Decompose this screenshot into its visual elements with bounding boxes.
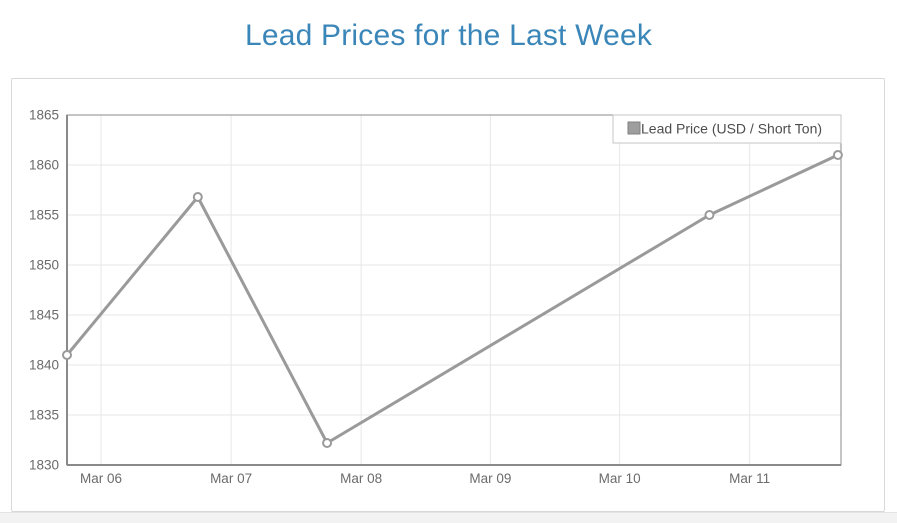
- x-axis-tick-label: Mar 09: [469, 471, 511, 486]
- x-axis-tick-label: Mar 06: [80, 471, 122, 486]
- legend-swatch-icon: [627, 121, 641, 135]
- x-axis-tick-label: Mar 07: [210, 471, 252, 486]
- y-axis-tick-label: 1835: [29, 408, 59, 423]
- lead-price-line-chart: 1830 1835 1840 1845 1850 1855 1860 1865 Mar 06 Ma…: [29, 108, 843, 486]
- page-background-strip: [0, 512, 897, 523]
- series-line: [65, 153, 840, 445]
- data-point-marker[interactable]: [62, 350, 72, 360]
- y-axis-tick-label: 1855: [29, 208, 59, 223]
- plot-border: [66, 114, 842, 466]
- chart-card: 1830 1835 1840 1845 1850 1855 1860 1865 Mar 06 Ma…: [11, 78, 885, 512]
- y-axis-tick-label: 1850: [29, 258, 59, 273]
- legend-label: Lead Price (USD / Short Ton): [641, 121, 822, 137]
- page-title: Lead Prices for the Last Week: [244, 19, 653, 52]
- data-point-marker[interactable]: [704, 210, 715, 220]
- x-axis-tick-label: Mar 10: [599, 471, 641, 486]
- data-point-marker[interactable]: [322, 438, 333, 448]
- y-axis-tick-label: 1865: [29, 108, 59, 123]
- data-point-marker[interactable]: [832, 150, 843, 160]
- y-axis-tick-label: 1840: [29, 358, 59, 373]
- y-axis-tick-label: 1860: [29, 158, 59, 173]
- data-point-marker[interactable]: [192, 192, 203, 202]
- y-axis-tick-label: 1830: [29, 458, 59, 473]
- x-axis-tick-label: Mar 08: [340, 471, 382, 486]
- legend-box[interactable]: [612, 114, 842, 144]
- y-axis-tick-label: 1845: [29, 308, 59, 323]
- x-axis-tick-label: Mar 11: [729, 471, 770, 486]
